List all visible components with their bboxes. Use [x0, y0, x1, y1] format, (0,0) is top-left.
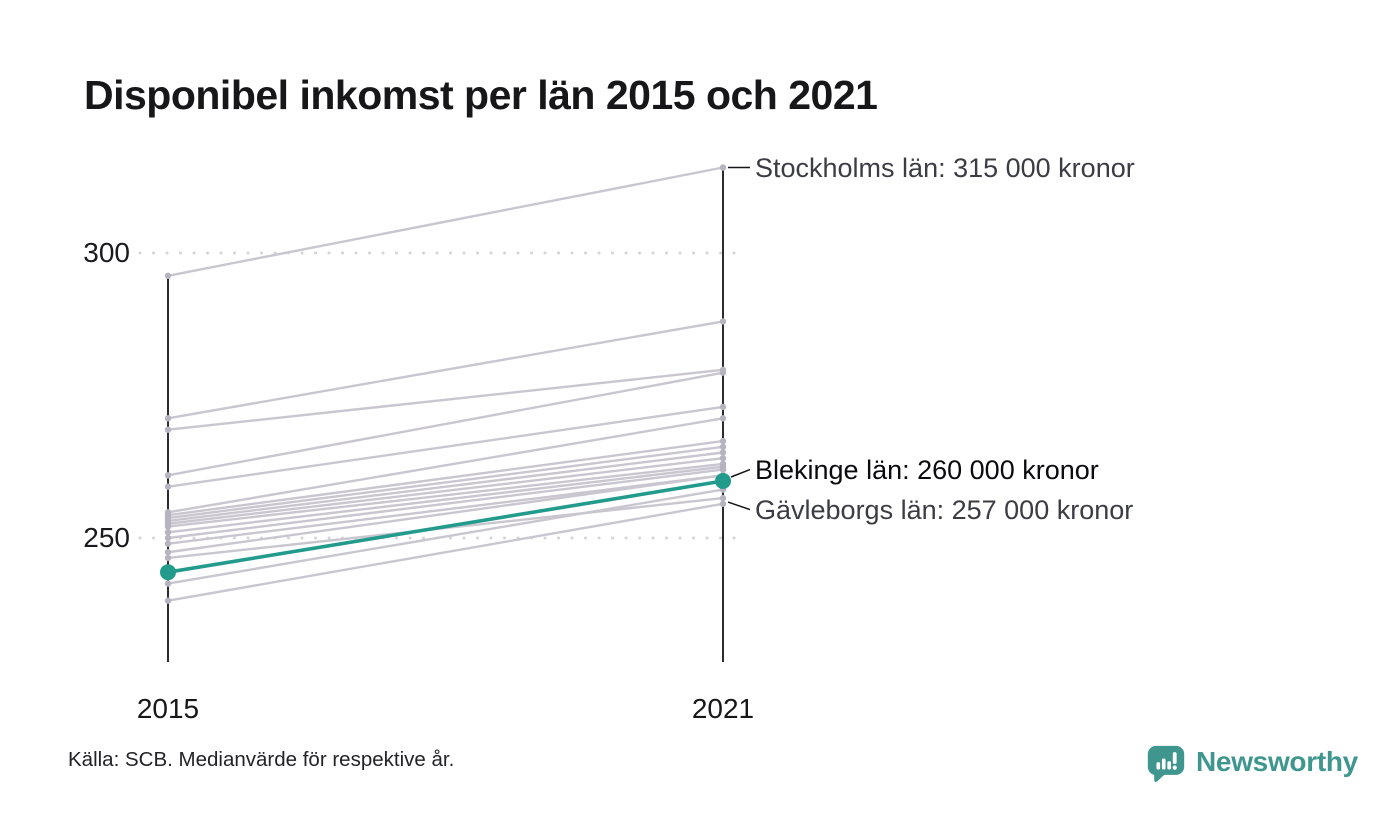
series-line-county [167, 320, 724, 420]
series-endpoint-2015-county [164, 580, 172, 587]
series-line-county [167, 451, 724, 523]
series-line-county [167, 488, 724, 585]
series-endpoint-2021-county [719, 466, 727, 473]
annotation-g-vleborgs-l-n: Gävleborgs län: 257 000 kronor [755, 494, 1134, 525]
series-line-county [167, 465, 724, 534]
x-tick-label-2015: 2015 [136, 693, 200, 724]
newsworthy-wordmark: Newsworthy [1196, 746, 1358, 777]
series-endpoint-2015-county [164, 483, 172, 490]
newsworthy-logo: Newsworthy [1146, 742, 1358, 786]
series-endpoint-2015-stockholms-l-n [164, 272, 172, 279]
series-endpoint-2015-county [164, 534, 172, 542]
series-endpoint-2021-county [719, 443, 727, 450]
series-endpoint-2021-county [719, 500, 727, 507]
series-endpoint-2015-county [164, 549, 172, 556]
label-leader-g-vleborgs-l-n [727, 501, 751, 511]
chart-title: Disponibel inkomst per län 2015 och 2021 [84, 72, 878, 118]
series-line-stockholms-l-n [167, 166, 724, 277]
series-endpoint-2015-county [164, 415, 172, 422]
series-endpoint-2015-county [164, 472, 172, 479]
series-line-county [167, 502, 724, 602]
series-endpoint-2015-county [164, 529, 172, 536]
series-line-county [167, 417, 724, 514]
series-endpoint-2021-county [719, 369, 727, 376]
series-line-county [167, 457, 724, 525]
series-endpoint-2015-county [164, 426, 172, 433]
x-tick-label-2021: 2021 [691, 693, 755, 724]
series-line-county [167, 405, 724, 488]
series-endpoint-2021-g-vleborgs-l-n [719, 494, 727, 502]
series-line-county [167, 474, 724, 545]
series-endpoint-2021-blekinge-l-n [715, 473, 731, 489]
newsworthy-speech-bubble-barchart-icon [1147, 745, 1185, 782]
annotation-stockholms-l-n: Stockholms län: 315 000 kronor [755, 152, 1135, 183]
y-tick-label-300: 300 [83, 237, 130, 268]
series-line-county [167, 462, 724, 528]
series-line-county [167, 439, 724, 517]
series-endpoint-2015-county [164, 597, 172, 604]
annotation-blekinge-l-n: Blekinge län: 260 000 kronor [755, 454, 1099, 485]
series-line-county [167, 445, 724, 520]
series-line-county [167, 468, 724, 540]
label-leader-blekinge-l-n [730, 468, 751, 478]
series-endpoint-2021-county [719, 318, 727, 325]
series-endpoint-2021-county [719, 415, 727, 422]
series-endpoint-2015-county [164, 523, 172, 530]
series-line-county [167, 371, 724, 477]
series-line-county [167, 368, 724, 431]
highlight-series-line-blekinge-l-n [167, 479, 724, 574]
series-line-county [167, 474, 724, 554]
series-endpoint-2021-county [719, 437, 727, 445]
series-endpoint-2015-blekinge-l-n [160, 564, 176, 581]
series-endpoint-2015-county [164, 540, 172, 547]
y-tick-label-250: 250 [83, 522, 130, 553]
series-endpoint-2021-county [719, 449, 727, 456]
series-endpoint-2021-county [719, 455, 727, 462]
source-note: Källa: SCB. Medianvärde för respektive å… [68, 748, 455, 771]
series-endpoint-2021-county [719, 403, 727, 411]
series-endpoint-2021-stockholms-l-n [719, 164, 727, 171]
series-endpoint-2015-g-vleborgs-l-n [164, 554, 172, 562]
